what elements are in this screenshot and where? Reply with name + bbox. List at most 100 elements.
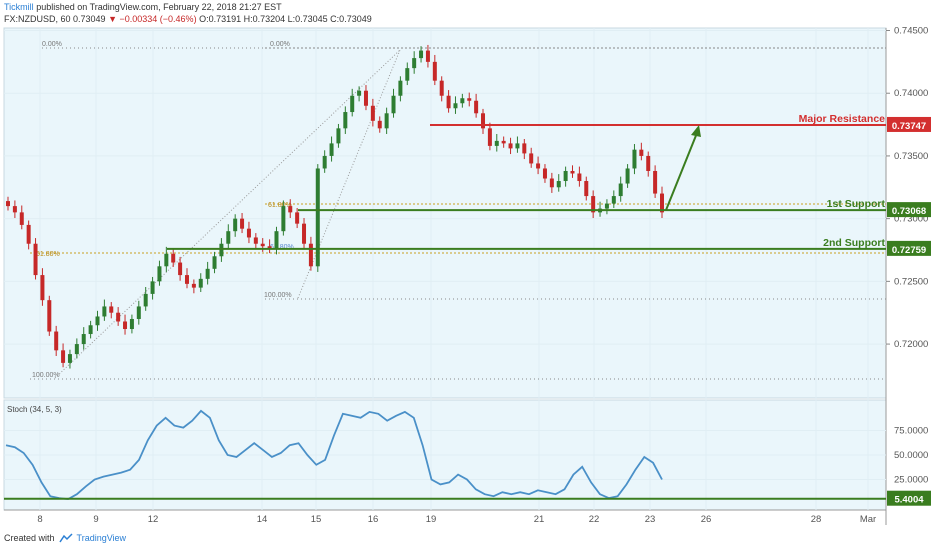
candle-body <box>26 224 31 244</box>
candle-body <box>515 143 520 149</box>
candle-body <box>370 105 375 121</box>
price-tick-label: 0.72500 <box>894 276 928 287</box>
candle-body <box>33 243 38 276</box>
stoch-tick-label: 25.0000 <box>894 475 928 486</box>
candle-body <box>446 95 451 109</box>
price-tick-label: 0.74500 <box>894 26 928 37</box>
candle-body <box>522 143 527 154</box>
candle-body <box>260 243 265 247</box>
stoch-line <box>5 409 663 501</box>
candle-body <box>453 103 458 109</box>
level-price-tag <box>887 202 931 218</box>
time-tick-label: 8 <box>37 514 42 525</box>
candle-body <box>226 231 231 244</box>
level-price-label: 0.73747 <box>892 121 926 132</box>
candle-body <box>246 228 251 238</box>
candle-body <box>178 262 183 276</box>
candle-body <box>439 80 444 96</box>
candle-body <box>54 331 59 351</box>
candle-body <box>219 243 224 257</box>
tradingview-logo-icon <box>58 533 73 543</box>
candle-body <box>625 168 630 184</box>
fib-label: 0.00% <box>42 41 62 48</box>
candle-body <box>639 149 644 156</box>
candle-body <box>191 283 196 288</box>
time-tick-label: 28 <box>811 514 822 525</box>
candle-body <box>660 193 664 213</box>
candle-body <box>343 112 348 129</box>
time-tick-label: 9 <box>93 514 98 525</box>
candle-body <box>164 253 169 267</box>
symbol-info: FX:NZDUSD, 60 0.73049 ▼ −0.00334 (−0.46%… <box>4 14 372 24</box>
candle-body <box>618 183 623 197</box>
candle-body <box>171 253 176 263</box>
symbol-label: FX:NZDUSD, 60 <box>4 14 71 24</box>
candle-body <box>425 50 430 62</box>
candle-body <box>74 344 79 355</box>
level-price-label: 0.73068 <box>892 206 926 217</box>
time-tick-label: 16 <box>368 514 379 525</box>
candle-body <box>363 90 368 106</box>
fib-label: 100.00% <box>32 372 60 379</box>
publish-text: published on TradingView.com, February 2… <box>36 2 282 12</box>
candle-body <box>412 58 417 69</box>
candle-body <box>240 218 245 229</box>
ohlc-values: O:0.73191 H:0.73204 L:0.73045 C:0.73049 <box>199 14 372 24</box>
time-tick-label: 19 <box>426 514 437 525</box>
candle-body <box>536 163 541 169</box>
candle-body <box>123 321 128 330</box>
fib-label: 100.00% <box>264 292 292 299</box>
candle-body <box>47 300 52 332</box>
candle-body <box>205 268 210 279</box>
candle-body <box>474 100 479 114</box>
candle-body <box>460 98 465 104</box>
created-with-text: Created with <box>4 533 55 543</box>
time-tick-label: 15 <box>311 514 322 525</box>
last-price: 0.73049 <box>73 14 106 24</box>
candle-body <box>12 206 17 213</box>
candle-body <box>308 243 313 267</box>
candle-body <box>646 155 651 171</box>
tradingview-brand[interactable]: TradingView <box>76 533 127 543</box>
candle-body <box>81 334 86 345</box>
author-link[interactable]: Tickmill <box>4 2 34 12</box>
candle-body <box>267 246 272 249</box>
candle-body <box>233 218 238 232</box>
candle-body <box>350 95 355 113</box>
candle-body <box>357 90 362 96</box>
candle-body <box>40 275 45 301</box>
candle-body <box>157 266 162 282</box>
candle-body <box>653 170 658 194</box>
candle-body <box>632 149 637 169</box>
candle-body <box>336 128 341 144</box>
candle-body <box>419 50 424 59</box>
candle-body <box>67 354 72 363</box>
stoch-title: Stoch (34, 5, 3) <box>7 405 62 414</box>
candle-body <box>95 316 100 326</box>
candle-body <box>432 61 437 81</box>
candle-body <box>295 212 300 224</box>
projection-arrow <box>665 132 698 211</box>
candle-body <box>570 170 575 174</box>
candle-body <box>198 278 203 288</box>
time-tick-label: 12 <box>148 514 159 525</box>
candle-body <box>549 178 554 188</box>
candle-body <box>136 306 141 319</box>
time-tick-label: 26 <box>701 514 712 525</box>
arrow-head-icon <box>691 124 701 137</box>
fib-label: 61.80% <box>268 202 292 209</box>
candle-body <box>315 168 320 267</box>
level-label: 1st Support <box>827 198 886 210</box>
candle-body <box>184 275 189 284</box>
time-tick-label: Mar <box>860 514 876 525</box>
level-price-tag <box>887 240 931 256</box>
candle-body <box>253 237 258 244</box>
candle-body <box>391 95 396 114</box>
candle-body <box>556 181 561 188</box>
candle-body <box>494 140 499 146</box>
candle-body <box>150 281 155 294</box>
time-tick-label: 23 <box>645 514 656 525</box>
candle-body <box>508 143 513 149</box>
level-price-label: 0.72759 <box>892 245 926 256</box>
